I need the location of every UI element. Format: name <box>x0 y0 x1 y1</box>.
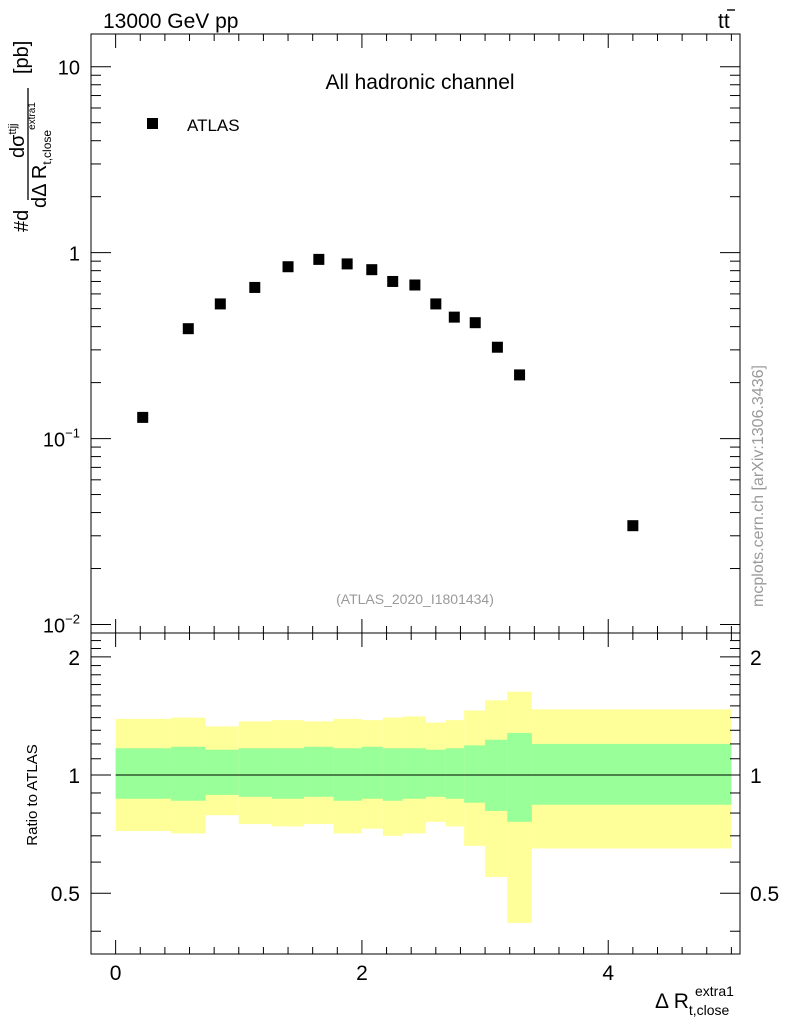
ratio-y-tick-label-right: 0.5 <box>750 883 779 906</box>
process-label: tt <box>718 9 735 33</box>
data-point <box>249 281 261 293</box>
band-stat-bin <box>425 749 446 797</box>
ratio-y-tick-label-left: 2 <box>68 647 80 670</box>
ylabel-unit: [pb] <box>11 41 33 74</box>
data-point <box>137 411 149 423</box>
legend: ATLAS <box>147 116 240 135</box>
ratio-y-tick-labels: 2 2 1 1 0.5 0.5 <box>51 647 779 906</box>
band-stat-bin <box>445 748 465 799</box>
svg-text:dΔ Rt,closeextra1: dΔ Rt,closeextra1 <box>27 102 54 208</box>
x-tick-label: 2 <box>356 962 368 985</box>
data-point <box>430 298 442 310</box>
band-stat-bin <box>115 748 172 799</box>
data-point <box>514 369 526 381</box>
x-tick-label: 4 <box>602 962 614 985</box>
main-y-tick-label: 10−2 <box>43 611 80 637</box>
main-y-tick-label-base: 10 <box>43 430 65 452</box>
analysis-id: (ATLAS_2020_I1801434) <box>336 591 494 607</box>
ratio-frame <box>90 632 741 955</box>
x-tick-label: 0 <box>110 962 122 985</box>
main-y-tick-label: 10 <box>58 58 80 80</box>
data-point <box>182 323 194 335</box>
main-y-axis-label: #d dσttjj dΔ Rt,closeextra1 [pb] <box>7 41 54 232</box>
data-point <box>627 520 639 532</box>
data-point <box>448 311 460 323</box>
band-stat-bin <box>531 743 732 805</box>
band-stat-bin <box>464 745 486 803</box>
process-label-t: t <box>718 10 724 33</box>
main-y-tick-label: 1 <box>69 244 80 266</box>
ratio-y-axis-label: Ratio to ATLAS <box>24 744 41 845</box>
ylabel-numerator-sup: ttjj <box>7 124 19 135</box>
process-label-tbar: t <box>724 10 730 33</box>
ylabel-prefix: #d <box>11 210 33 232</box>
main-y-ticks <box>91 34 740 633</box>
legend-label: ATLAS <box>187 116 240 135</box>
x-ticks <box>115 633 732 954</box>
ylabel-denominator-sub: t,close <box>40 130 54 165</box>
data-point <box>214 298 226 310</box>
band-stat-bin <box>304 746 334 797</box>
xlabel-base: Δ R <box>655 990 689 1013</box>
data-point <box>282 261 294 273</box>
band-total <box>115 691 732 923</box>
x-axis-label: Δ Rt,close <box>655 990 730 1018</box>
data-point <box>409 279 421 291</box>
ratio-panel: 2 2 1 1 0.5 0.5 0 2 4 Ratio to ATLAS Δ Rt,close… <box>24 632 779 1018</box>
band-stat-bin <box>272 748 305 799</box>
band-stat-bin <box>171 746 206 801</box>
ratio-y-tick-label-right: 1 <box>750 765 762 788</box>
ylabel-denominator: dΔ R <box>29 165 51 208</box>
svg-text:tt: tt <box>718 10 730 33</box>
band-stat-bin <box>361 746 383 799</box>
band-stat <box>115 732 732 822</box>
ratio-y-tick-label-left: 1 <box>68 765 80 788</box>
data-point <box>387 275 399 287</box>
energy-label: 13000 GeV pp <box>103 10 238 33</box>
data-points <box>137 253 639 532</box>
data-point <box>313 253 325 265</box>
svg-text:dσttjj: dσttjj <box>7 124 29 158</box>
data-point <box>469 317 481 329</box>
band-stat-bin <box>382 748 403 801</box>
data-point <box>366 264 378 276</box>
ratio-bands <box>115 691 732 923</box>
xlabel-sup: extra1 <box>695 983 734 999</box>
band-stat-bin <box>507 732 532 822</box>
data-point <box>341 258 353 270</box>
ratio-y-tick-label-left: 0.5 <box>51 883 80 906</box>
main-y-tick-label-base: 1 <box>69 244 80 266</box>
main-y-tick-label-exp: −2 <box>65 611 80 626</box>
watermark: mcplots.cern.ch [arXiv:1306.3436] <box>750 365 767 607</box>
band-stat-bin <box>402 748 426 799</box>
ratio-y-tick-label-right: 2 <box>750 647 762 670</box>
band-stat-bin <box>333 748 362 801</box>
band-stat-bin <box>205 749 239 795</box>
band-stat-bin <box>238 748 273 797</box>
ylabel-numerator: dσ <box>7 134 29 158</box>
main-title: All hadronic channel <box>325 71 514 94</box>
data-point <box>491 341 503 353</box>
xlabel-sub: t,close <box>689 1002 730 1018</box>
x-tick-labels: 0 2 4 <box>110 962 615 985</box>
main-y-tick-label: 10−1 <box>43 426 80 452</box>
ratio-y-ticks <box>91 640 740 932</box>
main-y-tick-label-base: 10 <box>43 615 65 637</box>
ylabel-denominator-sup: extra1 <box>27 102 38 130</box>
main-y-tick-label-base: 10 <box>58 58 80 80</box>
main-y-tick-label-exp: −1 <box>65 426 80 441</box>
legend-marker <box>147 118 158 129</box>
